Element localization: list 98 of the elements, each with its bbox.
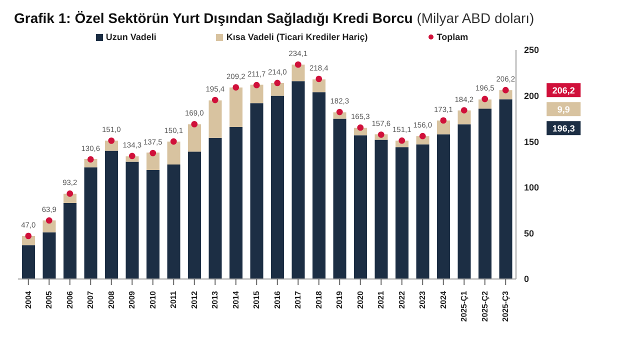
x-tick-label: 2015 <box>252 290 262 309</box>
bar <box>105 150 118 279</box>
legend-label: Kısa Vadeli (Ticari Krediler Hariç) <box>225 32 368 42</box>
bar <box>250 84 264 104</box>
point <box>150 150 156 156</box>
bar <box>230 88 242 127</box>
x-tick-label: 2009 <box>128 290 137 309</box>
x-tick-label: 2017 <box>294 290 303 309</box>
bar <box>437 134 450 279</box>
x-tick-label: 2005 <box>44 290 54 309</box>
bar <box>230 126 242 279</box>
point <box>378 131 384 138</box>
bar <box>167 164 180 279</box>
y-tick-label: 200 <box>524 90 540 101</box>
bar <box>312 92 326 279</box>
bar <box>312 79 326 92</box>
point <box>440 117 447 124</box>
bar <box>437 120 450 134</box>
x-tick-label: 2016 <box>272 290 282 309</box>
point <box>212 96 218 104</box>
chart-subtitle: (Milyar ABD doları) <box>416 10 534 26</box>
y-tick-label: 0 <box>524 274 530 284</box>
y-tick-label: 100 <box>524 182 540 193</box>
point <box>398 137 406 144</box>
bar <box>292 81 305 279</box>
bar <box>188 124 201 152</box>
point <box>419 132 426 140</box>
bar <box>292 64 305 82</box>
x-tick-label: 2022 <box>397 290 406 309</box>
x-tick-label: 2019 <box>335 290 344 309</box>
x-tick-label: 2023 <box>418 290 428 309</box>
x-tick-label: 2007 <box>86 290 96 309</box>
point <box>25 232 32 240</box>
point <box>274 80 281 86</box>
legend-label: Uzun Vadeli <box>104 32 156 42</box>
bar <box>458 124 471 279</box>
point <box>191 120 198 128</box>
bar <box>42 232 56 279</box>
x-tick-label: 2010 <box>148 290 158 309</box>
point <box>46 217 52 224</box>
point <box>316 76 322 82</box>
bar <box>84 167 98 279</box>
bar <box>499 99 512 279</box>
bar <box>208 100 222 138</box>
bar <box>22 245 35 279</box>
point <box>357 124 364 131</box>
legend-label: Toplam <box>436 32 468 42</box>
point <box>502 86 509 94</box>
bar <box>458 110 471 124</box>
bar <box>374 140 388 279</box>
bar <box>396 147 408 279</box>
point <box>232 84 240 91</box>
point <box>108 137 115 144</box>
point <box>66 190 74 197</box>
x-tick-label: 2004 <box>24 290 33 309</box>
x-tick-label: 2020 <box>356 290 365 309</box>
x-tick-label: 2021 <box>376 290 386 309</box>
point <box>170 138 177 145</box>
bar <box>42 220 56 232</box>
bar <box>126 162 139 279</box>
bar <box>354 135 367 279</box>
x-tick-label: 2012 <box>190 290 199 309</box>
value-callout: 206,2 <box>546 83 581 98</box>
x-tick-label: 2025-Ç2 <box>480 290 490 322</box>
y-tick-label: 50 <box>524 228 534 238</box>
point <box>482 96 488 102</box>
x-tick-label: 2013 <box>210 290 220 309</box>
x-tick-label: 2011 <box>169 290 178 308</box>
bar <box>271 82 284 96</box>
chart-title: Grafik 1: Özel Sektörün Yurt Dışından Sağladığı Kredi Borcu <box>14 10 413 26</box>
y-tick-label: 250 <box>524 45 540 56</box>
x-tick-label: 2025-Ç1 <box>460 290 469 322</box>
x-tick-label: 2008 <box>106 290 116 309</box>
bar <box>188 152 201 279</box>
point <box>460 107 468 114</box>
bar <box>146 152 160 170</box>
point <box>253 82 260 88</box>
bar <box>146 170 160 279</box>
bar <box>64 202 76 279</box>
point <box>294 61 302 68</box>
value-callout: 196,3 <box>546 121 581 136</box>
bar <box>333 118 346 279</box>
x-tick-label: 2024 <box>438 290 448 309</box>
bar <box>478 108 492 279</box>
point <box>128 152 136 160</box>
bar <box>271 96 284 279</box>
x-tick-label: 2014 <box>231 290 240 309</box>
x-tick-label: 2025-Ç3 <box>501 290 510 322</box>
x-tick-label: 2006 <box>65 290 74 309</box>
bar <box>167 142 180 164</box>
x-tick-label: 2018 <box>314 290 324 309</box>
point <box>87 156 94 163</box>
bar <box>250 103 264 279</box>
bar <box>416 144 430 279</box>
y-tick-label: 150 <box>524 136 540 147</box>
value-callout: 9,9 <box>546 102 581 116</box>
point <box>336 108 343 116</box>
bar <box>208 138 222 279</box>
